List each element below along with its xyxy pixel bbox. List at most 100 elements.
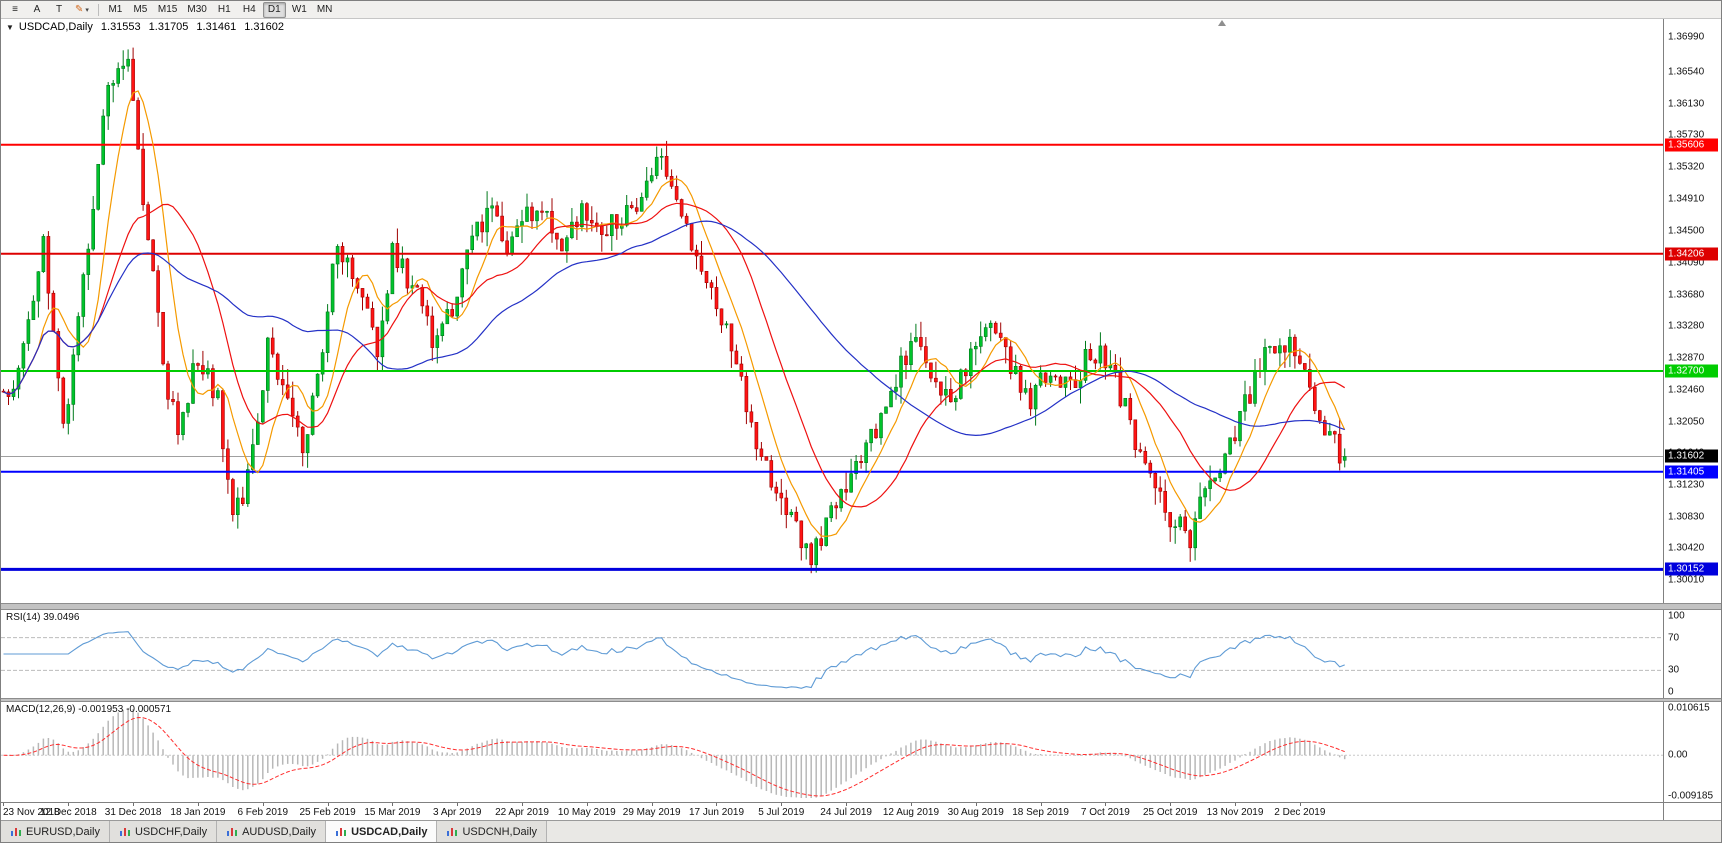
collapse-triangle-icon[interactable]: ▼ xyxy=(6,22,14,32)
macd-pane: MACD(12,26,9) -0.001953 -0.000571 0.0106… xyxy=(1,702,1721,802)
price-axis-label: 1.34500 xyxy=(1668,225,1705,237)
timeframe-button-m30[interactable]: M30 xyxy=(187,4,207,15)
date-labels-strip: 23 Nov 2018 12 Dec 2018 31 Dec 2018 18 Jan … xyxy=(1,803,1664,820)
date-label: 23 Nov 2018 xyxy=(3,807,60,818)
price-axis-label: 1.36990 xyxy=(1668,31,1705,43)
date-tick xyxy=(133,803,135,806)
level-price-badge: 1.32700 xyxy=(1665,364,1718,378)
date-tick xyxy=(1040,803,1042,806)
tab-label: AUDUSD,Daily xyxy=(242,825,317,838)
date-tick xyxy=(716,803,718,806)
timeframe-button-m5[interactable]: M5 xyxy=(133,4,148,15)
label-tool-icon: T xyxy=(55,3,63,15)
objects-list-button[interactable]: ≡ xyxy=(5,2,25,18)
date-label: 5 Jul 2019 xyxy=(758,807,805,818)
price-axis-label: 1.33280 xyxy=(1668,320,1705,332)
rsi-axis-label: 0 xyxy=(1668,686,1674,698)
text-tool-button[interactable]: A xyxy=(27,2,47,18)
timeframe-button-w1[interactable]: W1 xyxy=(291,4,307,15)
date-label: 15 Mar 2019 xyxy=(364,807,421,818)
timeframe-button-h1[interactable]: H1 xyxy=(217,4,231,15)
chart-tab-usdchf[interactable]: USDCHF,Daily xyxy=(109,821,218,842)
tab-chart-icon xyxy=(227,828,238,836)
date-tick xyxy=(781,803,783,806)
chart-tab-usdcnh[interactable]: USDCNH,Daily xyxy=(437,821,548,842)
timeframe-button-m1[interactable]: M1 xyxy=(108,4,123,15)
date-label: 18 Jan 2019 xyxy=(170,807,226,818)
timeframe-buttons-group: M1 M5 M15 M30 H1 H4 D1 W1 MN xyxy=(103,1,337,18)
price-axis[interactable]: 1.36990 1.36540 1.36130 1.35730 1.35320 1.349… xyxy=(1664,19,1721,603)
date-label: 2 Dec 2019 xyxy=(1274,807,1326,818)
tab-chart-icon xyxy=(336,828,347,836)
rsi-axis-label: 30 xyxy=(1668,664,1680,676)
timeframe-button-m15[interactable]: M15 xyxy=(157,4,178,15)
chart-tabbar: EURUSD,Daily USDCHF,Daily AUDUSD,Daily USDC… xyxy=(1,820,1721,842)
date-label: 6 Feb 2019 xyxy=(237,807,289,818)
price-axis-label: 1.36540 xyxy=(1668,66,1705,78)
date-label: 22 Apr 2019 xyxy=(495,807,549,818)
chart-tab-eurusd[interactable]: EURUSD,Daily xyxy=(1,821,110,842)
date-label: 24 Jul 2019 xyxy=(820,807,872,818)
chart-tab-usdcad[interactable]: USDCAD,Daily xyxy=(326,821,438,842)
date-tick xyxy=(197,803,199,806)
date-label: 12 Dec 2018 xyxy=(39,807,97,818)
timeframe-button-mn[interactable]: MN xyxy=(316,4,333,15)
date-tick xyxy=(1105,803,1107,806)
date-label: 12 Aug 2019 xyxy=(882,807,940,818)
tab-chart-icon xyxy=(11,828,21,836)
date-label: 31 Dec 2018 xyxy=(104,807,162,818)
rsi-pane: RSI(14) 39.0496 100 70 30 0 xyxy=(1,610,1721,698)
price-axis-label: 1.32870 xyxy=(1668,352,1705,364)
date-tick xyxy=(1170,803,1172,806)
date-label: 29 May 2019 xyxy=(622,807,681,818)
rsi-axis-label: 100 xyxy=(1668,610,1685,622)
text-tool-icon: A xyxy=(33,3,41,15)
rsi-axis[interactable]: 100 70 30 0 xyxy=(1664,610,1721,698)
tab-chart-icon xyxy=(447,828,458,836)
price-axis-label: 1.32050 xyxy=(1668,416,1705,428)
quote-low: 1.31461 xyxy=(196,21,237,33)
date-axis[interactable]: 23 Nov 2018 12 Dec 2018 31 Dec 2018 18 Jan … xyxy=(1,802,1721,820)
date-tick xyxy=(975,803,977,806)
label-tool-button[interactable]: T xyxy=(49,2,69,18)
chart-tab-audusd[interactable]: AUDUSD,Daily xyxy=(217,821,327,842)
timeframe-button-d1[interactable]: D1 xyxy=(262,1,286,18)
timeframe-button-h4[interactable]: H4 xyxy=(242,4,256,15)
pane-splitter[interactable] xyxy=(1,603,1721,610)
price-axis-label: 1.33680 xyxy=(1668,289,1705,301)
macd-label: MACD(12,26,9) -0.001953 -0.000571 xyxy=(6,704,172,715)
date-tick xyxy=(651,803,653,806)
macd-plot[interactable]: MACD(12,26,9) -0.001953 -0.000571 xyxy=(1,702,1664,802)
rsi-canvas xyxy=(1,631,1663,689)
price-axis-label: 1.36130 xyxy=(1668,98,1705,110)
date-tick xyxy=(1235,803,1237,806)
ohlc-quote: ▼ USDCAD,Daily 1.31553 1.31705 1.31461 1… xyxy=(6,21,284,33)
price-axis-label: 1.34090 xyxy=(1668,257,1705,269)
date-label: 30 Aug 2019 xyxy=(947,807,1004,818)
price-axis-label: 1.32460 xyxy=(1668,384,1705,396)
date-tick xyxy=(586,803,588,806)
level-price-badge: 1.34206 xyxy=(1665,247,1718,261)
date-label: 17 Jun 2019 xyxy=(688,807,745,818)
date-tick xyxy=(68,803,70,806)
level-price-badge: 1.31405 xyxy=(1665,465,1718,479)
crayon-tool-button[interactable]: ✎ ▾ xyxy=(71,2,93,18)
date-label: 10 May 2019 xyxy=(557,807,616,818)
axis-corner xyxy=(1664,803,1721,820)
macd-axis[interactable]: 0.010615 0.00 -0.009185 xyxy=(1664,702,1721,802)
macd-axis-label: -0.009185 xyxy=(1668,790,1714,802)
date-label: 7 Oct 2019 xyxy=(1080,807,1130,818)
date-tick xyxy=(327,803,329,806)
price-axis-label: 1.30010 xyxy=(1668,574,1705,586)
main-chart-plot[interactable]: ▼ USDCAD,Daily 1.31553 1.31705 1.31461 1… xyxy=(1,19,1664,603)
date-tick xyxy=(522,803,524,806)
date-label: 25 Feb 2019 xyxy=(299,807,356,818)
rsi-plot[interactable]: RSI(14) 39.0496 xyxy=(1,610,1664,698)
date-tick xyxy=(3,803,5,806)
price-axis-label: 1.30830 xyxy=(1668,511,1705,523)
macd-canvas xyxy=(1,707,1663,798)
macd-axis-label: 0.010615 xyxy=(1668,702,1710,714)
main-chart-pane: ▼ USDCAD,Daily 1.31553 1.31705 1.31461 1… xyxy=(1,19,1721,603)
pane-splitter-2[interactable] xyxy=(1,698,1721,702)
current-price-badge: 1.31602 xyxy=(1665,449,1718,463)
